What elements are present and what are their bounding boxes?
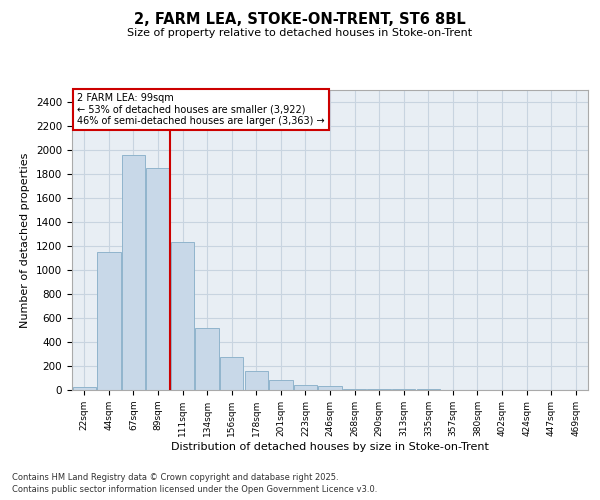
Bar (122, 155, 145, 390)
Text: Contains HM Land Registry data © Crown copyright and database right 2025.: Contains HM Land Registry data © Crown c… (12, 472, 338, 482)
Bar (97, 252, 121, 390)
Text: 2 FARM LEA: 99sqm
← 53% of detached houses are smaller (3,922)
46% of semi-detac: 2 FARM LEA: 99sqm ← 53% of detached hous… (77, 93, 325, 126)
Y-axis label: Number of detached properties: Number of detached properties (20, 152, 31, 328)
Bar (146, 168, 170, 390)
Text: Contains public sector information licensed under the Open Government Licence v3: Contains public sector information licen… (12, 485, 377, 494)
Bar (220, 357, 244, 390)
Text: Size of property relative to detached houses in Stoke-on-Trent: Size of property relative to detached ho… (127, 28, 473, 38)
Bar (367, 389, 391, 390)
X-axis label: Distribution of detached houses by size in Stoke-on-Trent: Distribution of detached houses by size … (171, 442, 489, 452)
Bar (319, 386, 341, 390)
Bar (343, 389, 366, 390)
Text: 2, FARM LEA, STOKE-ON-TRENT, ST6 8BL: 2, FARM LEA, STOKE-ON-TRENT, ST6 8BL (134, 12, 466, 28)
Bar (245, 372, 268, 390)
Bar (196, 328, 219, 390)
Bar (269, 380, 293, 390)
Bar (171, 242, 194, 390)
Bar (294, 384, 317, 390)
Bar (73, 387, 96, 390)
